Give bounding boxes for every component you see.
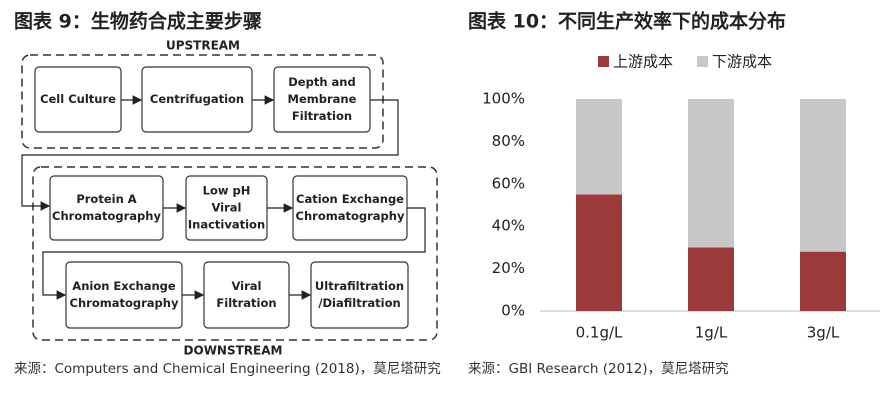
y-tick-label: 60% (492, 174, 525, 192)
node-label: Chromatography (70, 296, 179, 310)
arrows (21, 95, 426, 300)
process-node (34, 66, 122, 133)
bar-segment (800, 251, 846, 311)
bar-segment (688, 99, 734, 248)
process-node (185, 175, 268, 241)
legend-swatch (697, 56, 708, 67)
y-tick-label: 40% (492, 217, 525, 235)
figure-source: 来源：Computers and Chemical Engineering (2… (14, 361, 441, 377)
upstream-label: UPSTREAM (166, 39, 240, 53)
process-node (203, 261, 290, 329)
node-label: Cation Exchange (296, 192, 404, 206)
node-label: Centrifugation (150, 92, 244, 106)
node-label: Membrane (288, 92, 357, 106)
bar-segment (688, 247, 734, 311)
bar-segment (576, 99, 622, 195)
node-label: Depth and (288, 75, 355, 89)
process-node (273, 66, 371, 133)
node-label: Anion Exchange (72, 279, 176, 293)
downstream-label: DOWNSTREAM (184, 344, 283, 358)
figure-title: 图表 9：生物药合成主要步骤 (14, 10, 262, 33)
node-label: Protein A (76, 192, 136, 206)
x-tick-label: 3g/L (807, 324, 840, 342)
x-tick-label: 1g/L (695, 324, 728, 342)
y-tick-label: 80% (492, 132, 525, 150)
bar-segment (800, 99, 846, 252)
node-label: Inactivation (188, 218, 265, 232)
node-label: Filtration (216, 296, 276, 310)
node-label: Viral (211, 201, 241, 215)
node-label: Low pH (203, 184, 251, 198)
legend-label: 上游成本 (613, 53, 673, 71)
process-node (65, 261, 183, 329)
node-label: Chromatography (52, 209, 161, 223)
chart-source: 来源：GBI Research (2012)，莫尼塔研究 (468, 361, 729, 377)
legend-label: 下游成本 (712, 53, 772, 71)
chart-title: 图表 10：不同生产效率下的成本分布 (468, 10, 786, 33)
process-node (292, 175, 408, 241)
process-node (49, 175, 164, 241)
process-node (310, 261, 409, 329)
upstream-box (21, 54, 384, 149)
y-tick-label: 0% (501, 302, 525, 320)
node-label: Viral (231, 279, 261, 293)
y-tick-label: 100% (482, 90, 525, 108)
node-label: /Diafiltration (318, 296, 400, 310)
process-node (141, 66, 253, 133)
node-label: Filtration (292, 109, 352, 123)
node-label: Chromatography (296, 209, 405, 223)
legend-swatch (598, 56, 609, 67)
y-tick-label: 20% (492, 259, 525, 277)
node-label: Cell Culture (40, 92, 116, 106)
node-label: Ultrafiltration (315, 279, 404, 293)
bar-segment (576, 194, 622, 311)
x-tick-label: 0.1g/L (576, 324, 623, 342)
